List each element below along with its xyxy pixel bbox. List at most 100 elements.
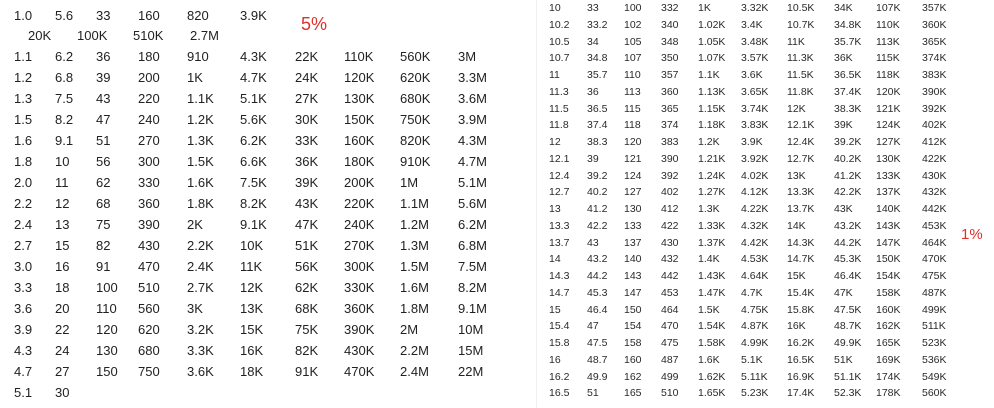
left-table-cell: 620 — [138, 322, 160, 337]
right-table-cell: 487K — [922, 286, 947, 299]
left-table-cell: 15 — [55, 238, 70, 253]
left-table-cell: 5.6 — [55, 8, 74, 23]
right-table-cell: 13.7K — [787, 203, 815, 215]
left-table-cell: 360K — [344, 301, 375, 316]
left-table-cell: 18 — [55, 280, 70, 295]
left-table-cell: 16 — [55, 259, 70, 274]
left-table-cell: 150K — [344, 112, 375, 127]
left-table-cell: 2.2M — [400, 343, 429, 358]
right-table-cell: 475K — [922, 270, 947, 282]
left-table-cell: 560K — [400, 49, 431, 64]
right-table-cell: 49.9K — [834, 337, 862, 349]
right-table-cell: 16.9K — [787, 370, 815, 383]
left-table-cell: 27 — [55, 364, 70, 379]
right-table-cell: 47.5K — [834, 303, 862, 316]
right-table-cell: 1.15K — [698, 102, 726, 115]
left-table-cell: 10M — [458, 322, 484, 337]
left-table-cell: 470K — [344, 364, 375, 379]
right-table-cell: 332 — [661, 2, 679, 14]
left-table-cell: 22M — [458, 364, 484, 379]
right-table-cell: 154 — [624, 320, 642, 333]
left-table-cell: 7.5M — [458, 259, 487, 274]
left-table-cell: 9.1M — [458, 301, 487, 316]
left-table-cell: 6.2M — [458, 217, 487, 232]
right-table-cell: 33 — [587, 2, 599, 14]
left-table-cell: 430K — [344, 343, 375, 358]
left-table-cell: 1.5 — [14, 112, 33, 127]
left-table-cell: 56 — [96, 154, 111, 169]
left-table-cell: 300K — [344, 259, 375, 274]
left-table-cell: 1.3M — [400, 238, 429, 253]
right-table-cell: 499 — [661, 370, 679, 383]
right-table-cell: 432K — [922, 186, 947, 199]
left-table-cell: 6.2 — [55, 49, 74, 64]
right-table-cell: 37.4 — [587, 119, 608, 132]
right-table-cell: 430 — [661, 236, 679, 249]
left-table-cell: 100K — [77, 28, 108, 43]
right-table-cell: 1.02K — [698, 18, 726, 31]
left-table-cell: 240 — [138, 112, 160, 127]
right-table-cell: 1.18K — [698, 119, 726, 132]
right-table-cell: 158 — [624, 337, 642, 349]
right-table-cell: 16.2K — [787, 337, 815, 349]
right-table-cell: 499K — [922, 303, 947, 316]
right-table-cell: 127 — [624, 186, 642, 199]
right-table-cell: 41.2K — [834, 169, 862, 182]
right-table-cell: 1.5K — [698, 303, 720, 316]
left-table-cell: 10 — [55, 154, 70, 169]
right-table-cell: 14.7K — [787, 253, 815, 266]
left-table-cell: 820K — [400, 133, 431, 148]
left-table-cell: 43K — [295, 196, 319, 211]
left-table-cell: 390K — [344, 322, 375, 337]
left-table-cell: 2.4M — [400, 364, 429, 379]
right-table-cell: 13K — [787, 169, 806, 182]
right-table-cell: 51K — [834, 353, 853, 366]
right-table-cell: 11 — [549, 69, 560, 81]
left-table-cell: 750K — [400, 112, 431, 127]
right-table-cell: 5.23K — [741, 387, 769, 400]
right-table-cell: 10.5K — [787, 2, 815, 14]
left-table-cell: 110 — [96, 301, 117, 316]
left-table-cell: 15K — [240, 322, 264, 337]
left-table-cell: 300 — [138, 154, 160, 169]
left-table-cell: 220K — [344, 196, 375, 211]
right-table-cell: 165K — [876, 337, 901, 349]
right-table-cell: 38.3K — [834, 102, 862, 115]
left-table-cell: 2.0 — [14, 175, 33, 190]
right-table-cell: 3.9K — [741, 136, 763, 148]
right-table-cell: 11.8 — [549, 119, 569, 132]
left-table-cell: 1.3K — [187, 133, 214, 148]
left-table-cell: 100 — [96, 280, 118, 295]
right-table-cell: 4.64K — [741, 270, 769, 282]
right-table-cell: 412K — [922, 136, 947, 148]
left-table-cell: 3.3K — [187, 343, 214, 358]
right-table-cell: 154K — [876, 270, 901, 282]
left-table-cell: 1.2M — [400, 217, 429, 232]
left-table-cell: 2.4K — [187, 259, 214, 274]
right-table-cell: 1.3K — [698, 203, 720, 215]
left-table-cell: 13 — [55, 217, 70, 232]
left-table-cell: 820 — [187, 8, 209, 23]
right-table-cell: 130K — [876, 152, 901, 165]
left-table-cell: 8.2K — [240, 196, 267, 211]
right-table-cell: 113 — [624, 85, 641, 98]
right-table-cell: 464K — [922, 236, 947, 249]
right-table-cell: 340 — [661, 18, 679, 31]
right-table-cell: 3.74K — [741, 102, 769, 115]
right-table-cell: 46.4 — [587, 303, 608, 316]
left-table-cell: 5.1M — [458, 175, 487, 190]
right-table-cell: 1.07K — [698, 52, 726, 65]
right-table-cell: 33.2 — [587, 18, 608, 31]
right-table-cell: 52.3K — [834, 387, 862, 400]
right-table-cell: 16.5K — [787, 353, 815, 366]
left-table-cell: 18K — [240, 364, 264, 379]
left-table-cell: 220 — [138, 91, 160, 106]
right-table-cell: 1.21K — [698, 152, 726, 165]
right-table-cell: 10 — [549, 2, 561, 14]
left-table-cell: 910 — [187, 49, 209, 64]
right-table-cell: 3.4K — [741, 18, 763, 31]
right-table-cell: 383 — [661, 136, 679, 148]
right-table-cell: 511K — [922, 320, 946, 333]
right-table-cell: 13.3 — [549, 219, 570, 232]
right-table-cell: 100 — [624, 2, 642, 14]
